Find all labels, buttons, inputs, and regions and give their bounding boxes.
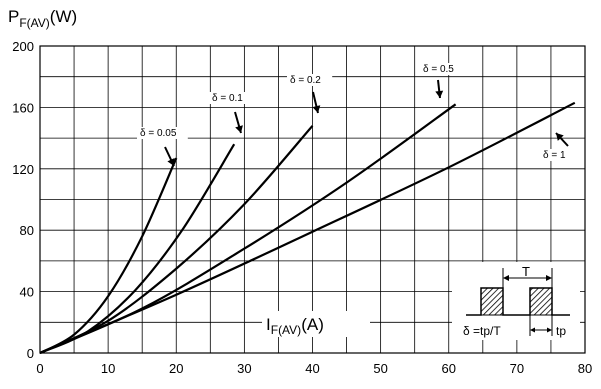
y-tick-label: 120 <box>12 162 34 177</box>
duty-cycle-inset: T δ =tp/T tp <box>452 262 580 340</box>
x-axis-subscript: F(AV) <box>271 323 301 337</box>
period-arrowhead-left <box>503 275 509 281</box>
tp-label: tp <box>556 324 566 338</box>
y-axis-symbol: P <box>8 7 19 26</box>
period-arrowhead-right <box>546 275 552 281</box>
x-tick-label: 80 <box>578 361 592 376</box>
series-annotations: δ = 0.05 δ = 0.1 δ = 0.2 δ = 0.5 δ = 1 <box>137 63 574 167</box>
series-line-3 <box>39 125 314 354</box>
x-axis-unit: (A) <box>301 315 324 334</box>
series-label-4: δ = 0.5 <box>423 64 454 75</box>
period-label: T <box>522 264 530 279</box>
series-arrowhead-3 <box>312 105 321 113</box>
inset-background <box>452 262 580 340</box>
series-arrowhead-4 <box>435 90 444 98</box>
series-line-5 <box>39 101 576 355</box>
tp-arrowhead-left <box>530 327 535 333</box>
x-tick-label: 30 <box>237 361 251 376</box>
x-axis-symbol: I <box>266 315 271 334</box>
series-label-background <box>287 74 333 86</box>
y-tick-label: 160 <box>12 100 34 115</box>
x-axis-title: IF(AV)(A) <box>266 315 324 337</box>
x-tick-label: 70 <box>510 361 524 376</box>
series-line-1 <box>39 157 178 354</box>
y-tick-label: 0 <box>27 346 34 361</box>
y-tick-label: 80 <box>20 223 34 238</box>
series-arrowhead-2 <box>235 125 243 133</box>
series-label-background <box>209 92 255 104</box>
x-tick-label: 50 <box>373 361 387 376</box>
series-label-3: δ = 0.2 <box>290 75 321 86</box>
series-label-background <box>137 127 188 139</box>
series-label-5: δ = 1 <box>543 150 566 161</box>
x-tick-label: 10 <box>101 361 115 376</box>
series-arrowhead-1 <box>167 158 175 166</box>
duty-formula-label: δ =tp/T <box>463 324 501 338</box>
y-axis-subscript: F(AV) <box>19 16 49 30</box>
series-lines <box>39 101 576 355</box>
x-tick-label: 60 <box>442 361 456 376</box>
plot-frame <box>39 45 586 354</box>
series-line-4 <box>39 103 457 355</box>
series-label-background <box>540 149 574 161</box>
y-tick-label: 200 <box>12 39 34 54</box>
x-axis-title-background <box>262 311 370 337</box>
series-label-2: δ = 0.1 <box>212 93 243 104</box>
x-tick-label: 0 <box>36 361 43 376</box>
x-tick-label: 20 <box>169 361 183 376</box>
tp-arrowhead-right <box>547 327 552 333</box>
y-axis-unit: (W) <box>50 7 77 26</box>
y-tick-label: 40 <box>20 285 34 300</box>
series-label-background <box>420 63 466 75</box>
pulse-1 <box>480 287 504 316</box>
pulse-2 <box>529 287 553 316</box>
series-arrowhead-5 <box>556 133 564 141</box>
series-label-1: δ = 0.05 <box>140 128 177 139</box>
tick-labels: 0 10 20 30 40 50 60 70 80 0 40 80 120 160 200 <box>12 39 592 376</box>
y-axis-title: PF(AV)(W) <box>8 7 77 30</box>
x-tick-label: 40 <box>305 361 319 376</box>
pulse-baseline <box>466 287 570 316</box>
